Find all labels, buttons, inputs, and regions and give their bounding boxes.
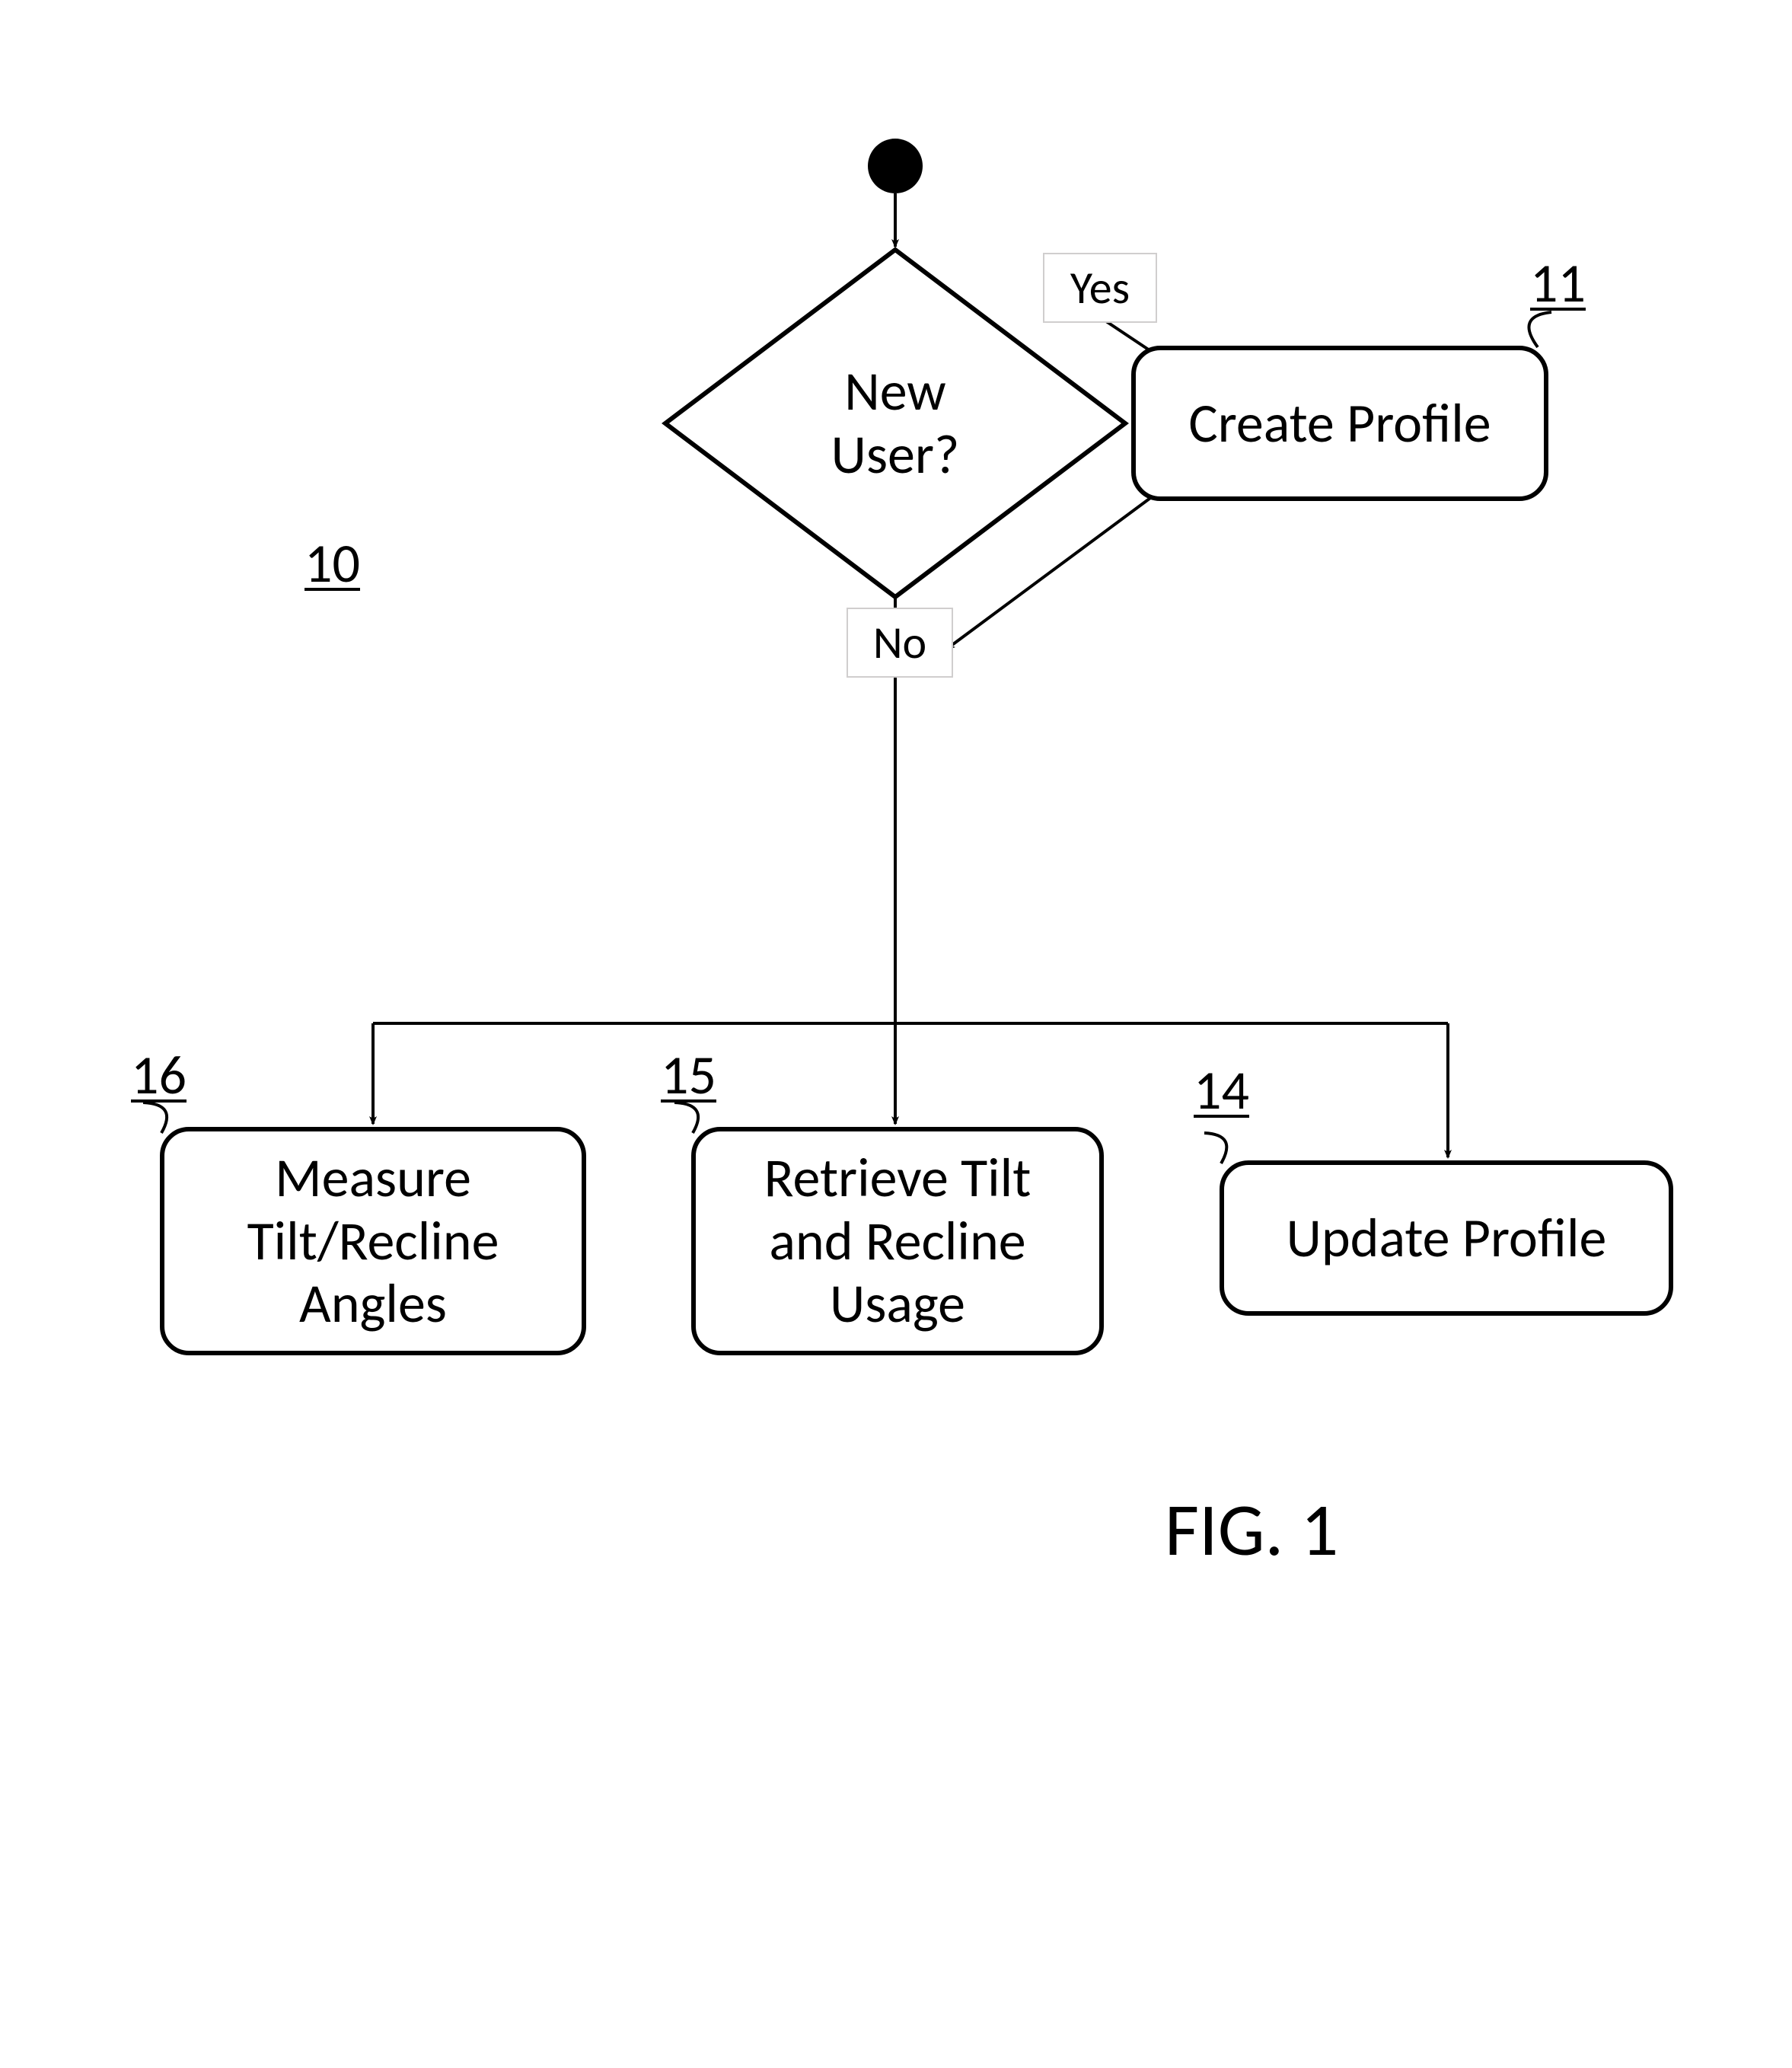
label-yes-text: Yes xyxy=(1070,260,1130,316)
node-update-profile: Update Profile xyxy=(1220,1160,1673,1316)
node-measure-line3: Angles xyxy=(247,1272,499,1336)
ref-label-16: 16 xyxy=(131,1042,187,1109)
label-no: No xyxy=(847,608,953,678)
ref-label-11: 11 xyxy=(1530,250,1586,317)
decision-new-user: New User? xyxy=(758,347,1032,499)
node-measure-line1: Measure xyxy=(247,1147,499,1210)
node-retrieve-line3: Usage xyxy=(764,1272,1032,1336)
label-yes: Yes xyxy=(1043,253,1157,323)
node-update-profile-text: Update Profile xyxy=(1287,1207,1607,1270)
node-retrieve-line2: and Recline xyxy=(764,1210,1032,1273)
figure-caption: FIG. 1 xyxy=(1165,1485,1338,1575)
node-retrieve-line1: Retrieve Tilt xyxy=(764,1147,1032,1210)
ref-label-10: 10 xyxy=(305,530,360,597)
node-create-profile: Create Profile xyxy=(1131,346,1548,501)
node-measure-angles: Measure Tilt/Recline Angles xyxy=(160,1127,586,1355)
ref-label-15: 15 xyxy=(661,1042,716,1109)
label-no-text: No xyxy=(873,615,926,671)
flowchart-svg xyxy=(0,0,1792,2068)
node-create-profile-text: Create Profile xyxy=(1188,392,1491,455)
decision-line2: User? xyxy=(831,423,960,487)
node-retrieve-usage: Retrieve Tilt and Recline Usage xyxy=(691,1127,1104,1355)
ref-label-14: 14 xyxy=(1194,1057,1249,1124)
node-measure-line2: Tilt/Recline xyxy=(247,1210,499,1273)
decision-line1: New xyxy=(831,360,960,423)
